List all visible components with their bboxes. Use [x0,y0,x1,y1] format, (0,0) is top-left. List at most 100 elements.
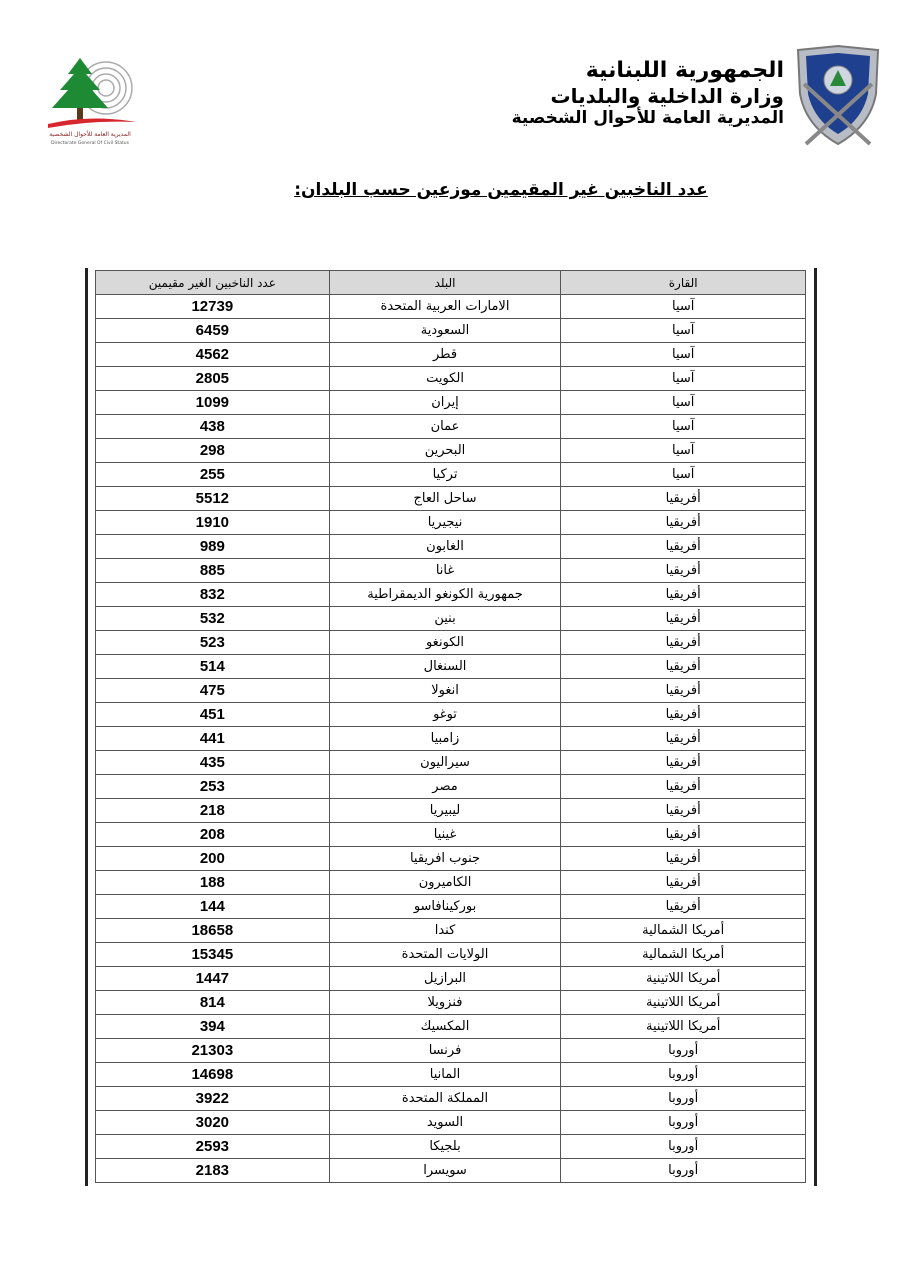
table-row: أمريكا الشمالية الولايات المتحدة 15345 [95,942,806,967]
continent-cell: أمريكا اللاتينية [560,966,806,991]
country-cell: غينيا [328,822,562,847]
country-cell: السعودية [328,318,562,343]
voter-count-cell: 4562 [95,342,330,367]
country-cell: بلجيكا [328,1134,562,1159]
left-border-bar [85,268,88,1186]
country-cell: زامبيا [328,726,562,751]
continent-cell: آسيا [560,342,806,367]
voter-count-cell: 435 [95,750,330,775]
table-row: أوروبا المملكة المتحدة 3922 [95,1086,806,1111]
table-row: أفريقيا سيراليون 435 [95,750,806,775]
country-cell: بوركينافاسو [328,894,562,919]
continent-cell: آسيا [560,294,806,319]
country-cell: الغابون [328,534,562,559]
voter-count-cell: 15345 [95,942,330,967]
voter-count-cell: 21303 [95,1038,330,1063]
country-cell: البحرين [328,438,562,463]
table-row: أمريكا اللاتينية فنزويلا 814 [95,990,806,1015]
voter-count-cell: 451 [95,702,330,727]
continent-cell: أمريكا اللاتينية [560,1014,806,1039]
voter-count-cell: 218 [95,798,330,823]
voter-count-cell: 1910 [95,510,330,535]
voter-count-cell: 475 [95,678,330,703]
voter-count-cell: 3020 [95,1110,330,1135]
voter-count-cell: 188 [95,870,330,895]
country-cell: مصر [328,774,562,799]
country-cell: السويد [328,1110,562,1135]
continent-cell: أفريقيا [560,870,806,895]
continent-cell: آسيا [560,390,806,415]
continent-cell: أفريقيا [560,510,806,535]
country-cell: جمهورية الكونغو الديمقراطية [328,582,562,607]
continent-cell: أوروبا [560,1038,806,1063]
voter-count-cell: 2593 [95,1134,330,1159]
voter-count-cell: 18658 [95,918,330,943]
table-row: آسيا السعودية 6459 [95,318,806,343]
table-row: آسيا الكويت 2805 [95,366,806,391]
continent-cell: أمريكا اللاتينية [560,990,806,1015]
col-country: البلد [328,270,562,295]
table-row: آسيا قطر 4562 [95,342,806,367]
continent-cell: أفريقيا [560,582,806,607]
voter-count-cell: 441 [95,726,330,751]
voter-count-cell: 6459 [95,318,330,343]
letterhead-republic: الجمهورية اللبنانية [585,58,784,83]
voter-count-cell: 2183 [95,1158,330,1183]
right-border-bar [814,268,817,1186]
country-cell: عمان [328,414,562,439]
table-row: أفريقيا الغابون 989 [95,534,806,559]
continent-cell: آسيا [560,318,806,343]
voter-count-cell: 394 [95,1014,330,1039]
voter-count-cell: 1447 [95,966,330,991]
country-cell: كندا [328,918,562,943]
continent-cell: أفريقيا [560,654,806,679]
continent-cell: أوروبا [560,1086,806,1111]
table-row: أفريقيا بوركينافاسو 144 [95,894,806,919]
col-voter-count: عدد الناخبين الغير مقيمين [95,270,330,295]
table-row: أفريقيا جمهورية الكونغو الديمقراطية 832 [95,582,806,607]
country-cell: قطر [328,342,562,367]
voter-count-cell: 144 [95,894,330,919]
continent-cell: أفريقيا [560,702,806,727]
continent-cell: أوروبا [560,1134,806,1159]
voter-count-cell: 14698 [95,1062,330,1087]
document-title: عدد الناخبين غير المقيمين موزعين حسب الب… [294,180,708,200]
continent-cell: آسيا [560,438,806,463]
country-cell: غانا [328,558,562,583]
table-row: أفريقيا غينيا 208 [95,822,806,847]
table-row: أفريقيا ليبيريا 218 [95,798,806,823]
voter-count-cell: 514 [95,654,330,679]
country-cell: جنوب افريقيا [328,846,562,871]
continent-cell: أفريقيا [560,534,806,559]
table-row: آسيا الامارات العربية المتحدة 12739 [95,294,806,319]
continent-cell: أفريقيا [560,678,806,703]
table-row: أفريقيا جنوب افريقيا 200 [95,846,806,871]
country-cell: الكويت [328,366,562,391]
country-cell: انغولا [328,678,562,703]
table-row: أفريقيا ساحل العاج 5512 [95,486,806,511]
table-row: أفريقيا توغو 451 [95,702,806,727]
continent-cell: أفريقيا [560,798,806,823]
voter-count-cell: 12739 [95,294,330,319]
voter-count-cell: 814 [95,990,330,1015]
country-cell: سيراليون [328,750,562,775]
country-cell: نيجيريا [328,510,562,535]
continent-cell: آسيا [560,366,806,391]
table-row: أوروبا سويسرا 2183 [95,1158,806,1183]
continent-cell: أوروبا [560,1158,806,1183]
voter-count-cell: 1099 [95,390,330,415]
table-row: أفريقيا غانا 885 [95,558,806,583]
table-row: أمريكا الشمالية كندا 18658 [95,918,806,943]
table-row: أوروبا بلجيكا 2593 [95,1134,806,1159]
voter-count-cell: 298 [95,438,330,463]
table-row: آسيا تركيا 255 [95,462,806,487]
continent-cell: أفريقيا [560,894,806,919]
logo-text-en: Directorate General Of Civil Status [51,140,130,146]
voters-by-country-table: القارة البلد عدد الناخبين الغير مقيمين آ… [95,270,806,1183]
continent-cell: أفريقيا [560,606,806,631]
country-cell: إيران [328,390,562,415]
table-row: أفريقيا السنغال 514 [95,654,806,679]
country-cell: الامارات العربية المتحدة [328,294,562,319]
continent-cell: أفريقيا [560,822,806,847]
table-row: أفريقيا مصر 253 [95,774,806,799]
